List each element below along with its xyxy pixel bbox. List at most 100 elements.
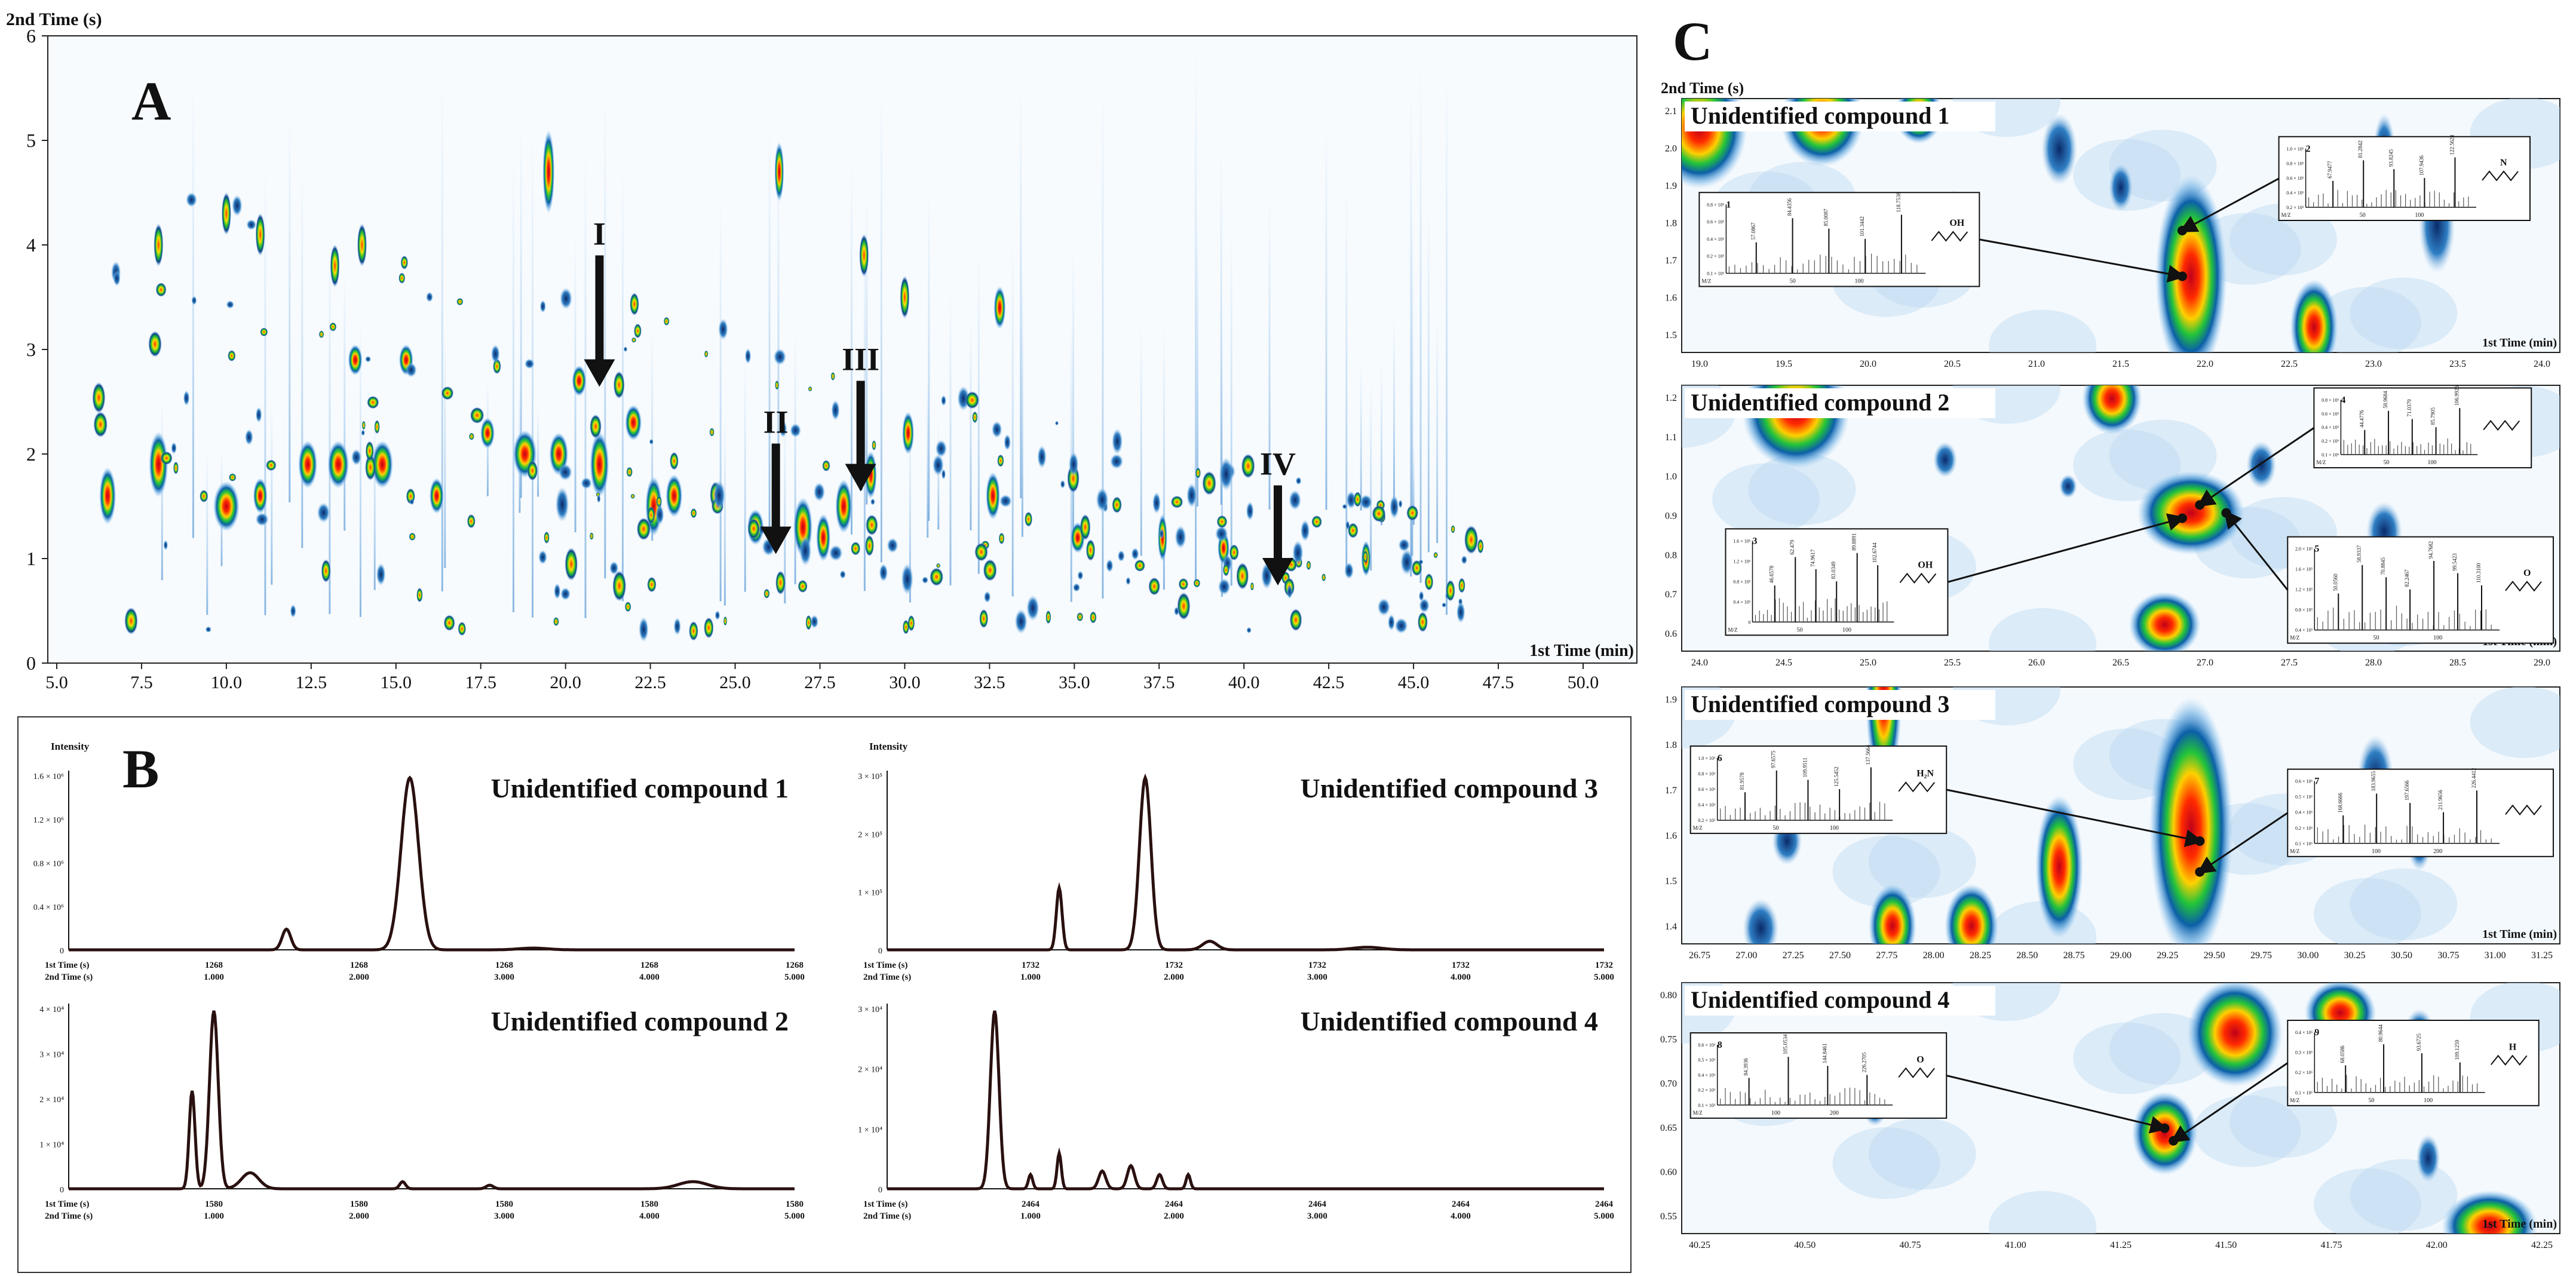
panel-a-x-tick-label: 42.5 bbox=[1313, 673, 1345, 692]
panel-b-row1-tick: 1732 bbox=[1022, 961, 1039, 970]
panel-c-y-tick: 0.6 bbox=[1665, 629, 1677, 639]
panel-a-peak bbox=[260, 327, 268, 337]
panel-a-peak bbox=[1045, 610, 1051, 624]
panel-c-x-tick: 29.25 bbox=[2157, 950, 2178, 961]
panel-c-inset-molecule-structure bbox=[1898, 1067, 1935, 1078]
panel-c-inset-y-tick: 0.4 × 10⁶ bbox=[2286, 190, 2304, 195]
panel-c-inset-peak-label: 137.5664 bbox=[1865, 744, 1871, 765]
panel-c-inset-y-tick: 0.4 × 10⁶ bbox=[1733, 599, 1751, 605]
panel-a-peak bbox=[813, 482, 826, 502]
panel-c-inset-y-tick: 0.8 × 10⁶ bbox=[2286, 161, 2304, 166]
panel-a-peak bbox=[231, 195, 243, 217]
panel-b-y-tick-label: 0 bbox=[878, 1186, 882, 1195]
panel-a-peak bbox=[367, 395, 379, 409]
panel-c-inset-x-tick: 200 bbox=[1830, 1110, 1839, 1116]
panel-c-subpanels: 2nd Time (s) Unidentified compound 1 19.0 1… bbox=[1660, 79, 2560, 1250]
panel-b-y-label: Intensity bbox=[51, 741, 90, 752]
panel-c-y-tick: 1.5 bbox=[1665, 876, 1677, 887]
panel-a-peak bbox=[1077, 570, 1084, 581]
panel-c-inset-peak-label: 197.6566 bbox=[2404, 780, 2410, 800]
panel-c-y-tick: 0.8 bbox=[1665, 550, 1677, 560]
panel-a-peak bbox=[922, 576, 929, 584]
panel-c-x-tick: 25.0 bbox=[1860, 658, 1876, 668]
panel-a-peak bbox=[744, 348, 752, 364]
panel-a-streak bbox=[441, 70, 443, 591]
panel-a-x-tick-label: 15.0 bbox=[381, 673, 412, 692]
panel-a-peak bbox=[718, 318, 728, 341]
panel-a-peak bbox=[1193, 578, 1201, 588]
panel-a-x-tick-label: 32.5 bbox=[974, 673, 1005, 692]
panel-c-inset-number: 6 bbox=[1718, 753, 1722, 763]
panel-a-peak bbox=[480, 418, 495, 449]
panel-c-inset-y-tick: 1.0 × 10⁶ bbox=[2286, 146, 2304, 152]
panel-a-x-tick-label: 5.0 bbox=[45, 673, 68, 692]
panel-c-y-tick: 1.6 bbox=[1665, 831, 1677, 841]
panel-c-inset-molecule-label: OH bbox=[1949, 218, 1964, 228]
panel-a-peak bbox=[865, 514, 878, 536]
panel-c-inset-peak-label: 58.9684 bbox=[2382, 391, 2388, 409]
panel-a-peak bbox=[974, 542, 988, 562]
panel-a-x-tick-label: 7.5 bbox=[130, 673, 153, 692]
panel-a-peak bbox=[171, 442, 177, 455]
panel-a-peak bbox=[864, 535, 875, 557]
panel-a-peak bbox=[999, 494, 1012, 508]
panel-b-trace bbox=[69, 1010, 795, 1191]
panel-c-heat-peak bbox=[1743, 898, 1779, 944]
panel-a-peak bbox=[542, 130, 555, 214]
panel-c-x-tick: 26.0 bbox=[2028, 658, 2045, 668]
panel-a-streak bbox=[909, 413, 911, 603]
panel-c-heat-blobs bbox=[1682, 99, 2560, 352]
panel-a-peak bbox=[983, 559, 997, 582]
panel-c-inset-x-tick: 100 bbox=[2372, 848, 2381, 855]
panel-a-peak bbox=[1446, 579, 1455, 602]
panel-b-chart-title: Unidentified compound 4 bbox=[1301, 1006, 1598, 1036]
panel-a-streak bbox=[1446, 65, 1448, 615]
panel-a-x-tick-label: 40.0 bbox=[1228, 673, 1260, 692]
panel-c-inset-peak-label: 81.2842 bbox=[2357, 140, 2363, 158]
panel-c-inset-x-tick: 100 bbox=[2433, 635, 2442, 642]
panel-c-inset-y-tick: 0.5 × 10⁶ bbox=[2295, 795, 2313, 800]
panel-a-peak bbox=[1126, 576, 1131, 585]
panel-a-peak bbox=[456, 297, 464, 306]
panel-a-streak bbox=[1370, 381, 1372, 571]
panel-a-peak bbox=[714, 610, 720, 620]
panel-c-x-tick: 29.75 bbox=[2250, 950, 2272, 961]
panel-a-peak bbox=[327, 440, 349, 489]
panel-c-inset-molecule-label: O bbox=[1916, 1054, 1924, 1065]
panel-a-peak bbox=[887, 538, 898, 553]
panel-c-x-tick: 40.50 bbox=[1794, 1240, 1816, 1250]
panel-a-peak bbox=[1152, 492, 1161, 514]
panel-a-peak bbox=[1202, 471, 1216, 496]
panel-a-streak bbox=[271, 401, 273, 585]
panel-a-peak bbox=[1344, 562, 1354, 579]
panel-a-peak bbox=[1377, 598, 1391, 616]
panel-b-chart-title: Unidentified compound 2 bbox=[491, 1006, 789, 1036]
panel-a-peak bbox=[1398, 538, 1410, 552]
panel-a-peak bbox=[1077, 612, 1084, 622]
panel-c-inset-peak-label: 74.9617 bbox=[1810, 549, 1816, 567]
panel-b-row2-tick: 4.000 bbox=[1450, 973, 1471, 982]
panel-b-row2-label: 2nd Time (s) bbox=[45, 1211, 93, 1221]
panel-c-inset-number: 5 bbox=[2314, 544, 2319, 554]
panel-c-inset-peak-label: 125.5452 bbox=[1833, 766, 1839, 787]
panel-c-y-tick: 0.75 bbox=[1660, 1035, 1677, 1045]
panel-a-peak bbox=[1072, 583, 1081, 592]
panel-a-peak bbox=[213, 481, 240, 532]
panel-a-peak bbox=[246, 219, 257, 231]
panel-a-arrow-head bbox=[584, 359, 615, 387]
panel-a-streak bbox=[512, 149, 514, 612]
panel-c-heat-peak bbox=[2041, 114, 2078, 185]
panel-a-peak bbox=[649, 438, 654, 445]
panel-c-inset-peak-label: 62.479 bbox=[1789, 539, 1795, 554]
panel-a-peak bbox=[1159, 528, 1164, 539]
panel-c-background-wash bbox=[1989, 1191, 2097, 1234]
panel-a-streak bbox=[768, 124, 771, 531]
panel-a-peak bbox=[630, 493, 635, 499]
panel-c-x-tick: 25.5 bbox=[1944, 658, 1961, 668]
panel-c-inset-peak-label: 46.6578 bbox=[1769, 565, 1775, 583]
panel-b-y-tick-label: 0 bbox=[878, 947, 882, 956]
panel-c-y-tick: 1.6 bbox=[1665, 293, 1677, 303]
panel-a-streak bbox=[604, 84, 606, 579]
panel-a-peak bbox=[1417, 612, 1428, 633]
